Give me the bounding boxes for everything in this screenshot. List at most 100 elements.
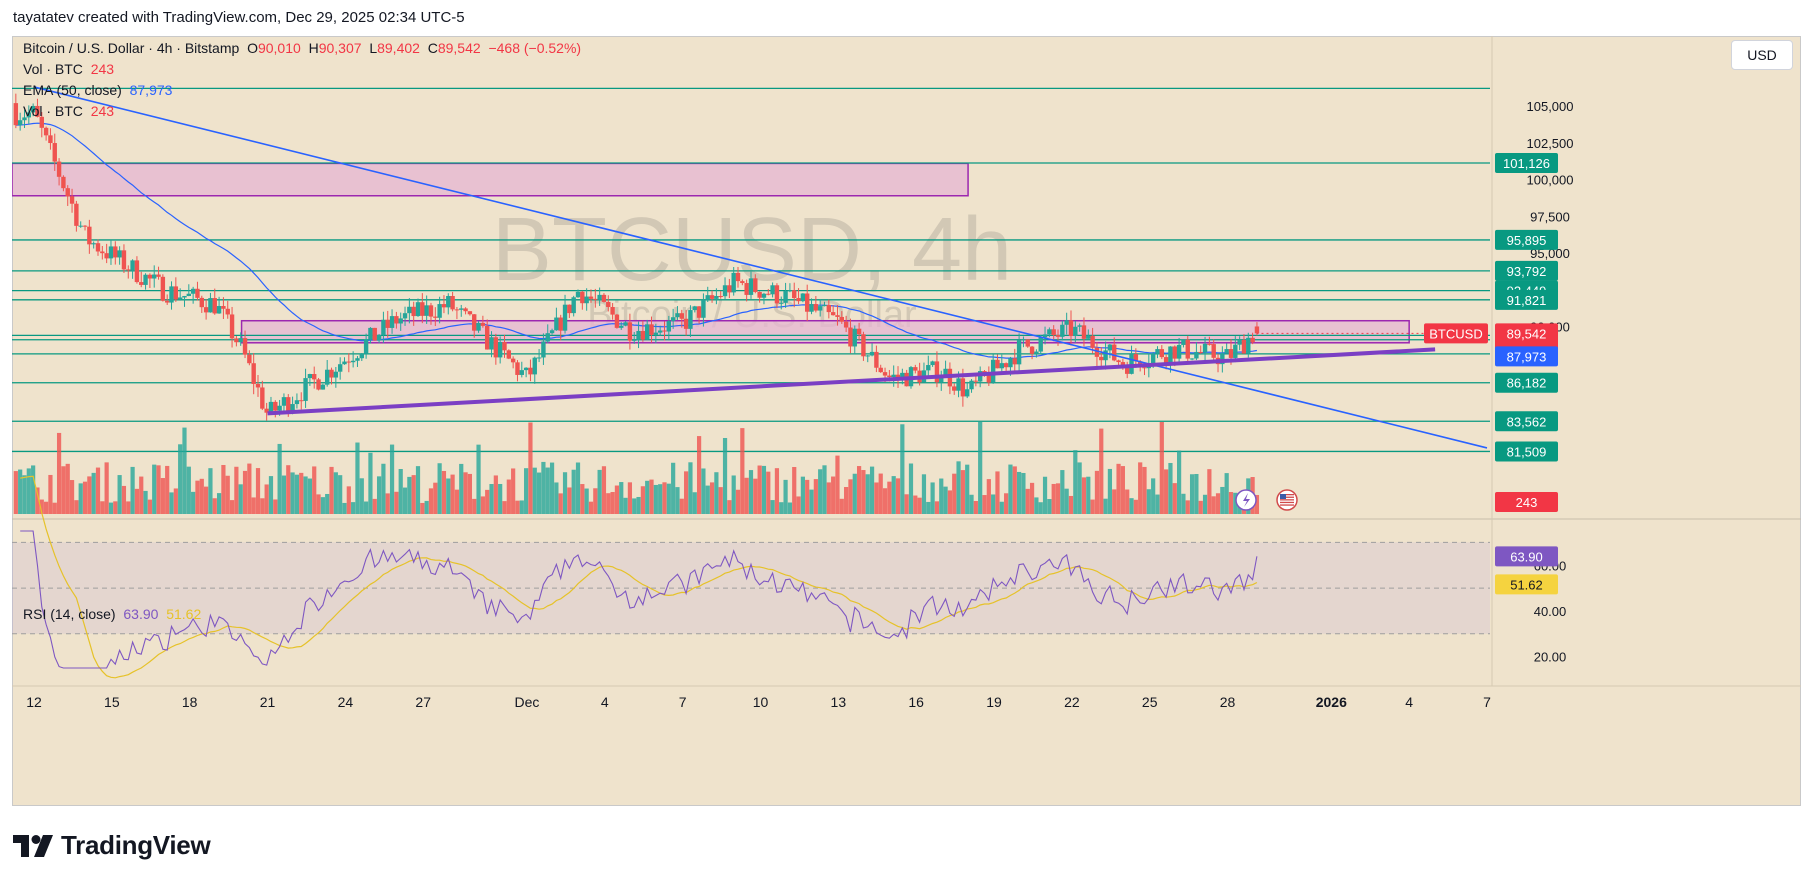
legend-symbol: Bitcoin / U.S. Dollar · 4h · Bitstamp [23, 40, 240, 56]
candle-body [203, 307, 209, 313]
volume-bar [528, 422, 533, 514]
candle-body [454, 309, 460, 311]
rsi-value-tag [1495, 546, 1558, 567]
volume-bar [173, 488, 178, 514]
volume-bar [65, 463, 70, 514]
volume-bar [169, 492, 174, 514]
volume-bar [848, 479, 853, 514]
candle-body [234, 338, 239, 343]
candle-body [208, 298, 213, 313]
candle-body [56, 161, 62, 177]
time-tick-label: 28 [1220, 694, 1236, 710]
volume-bar [1081, 477, 1087, 514]
candle-body [95, 243, 101, 252]
volume-bar [606, 493, 611, 514]
candle-body [450, 296, 455, 310]
candle-body [389, 316, 395, 328]
volume-bar [684, 471, 689, 514]
volume-bar [247, 463, 252, 514]
volume-bar [822, 465, 827, 514]
candle-body [346, 361, 352, 363]
currency-button[interactable]: USD [1731, 40, 1793, 70]
level-price-tag-text: 83,562 [1507, 414, 1547, 429]
time-tick-label: 2026 [1316, 694, 1347, 710]
candle-body [696, 306, 702, 318]
candle-body [969, 380, 974, 390]
volume-bar [671, 462, 676, 514]
candle-body [601, 294, 607, 302]
volume-bar [87, 476, 92, 514]
candle-body [1008, 358, 1013, 368]
candle-body [748, 278, 754, 295]
volume-bar [826, 482, 831, 514]
volume-bar [1168, 462, 1173, 514]
volume-bar [61, 466, 66, 514]
candle-body [722, 285, 728, 297]
volume-bar [1068, 495, 1074, 514]
volume-bar [900, 424, 905, 514]
volume-bar [1181, 493, 1186, 514]
candle-body [497, 342, 503, 358]
volume-bar [368, 452, 373, 514]
volume-bar [740, 428, 745, 514]
candle-body [731, 272, 736, 293]
candle-body [554, 317, 559, 331]
candle-body [541, 341, 546, 358]
time-tick-label: 21 [260, 694, 276, 710]
candle-body [705, 295, 710, 300]
volume-bar [865, 474, 870, 514]
time-tick-label: 24 [338, 694, 354, 710]
level-price-tag-text: 81,509 [1507, 444, 1547, 459]
time-tick-label: 18 [182, 694, 198, 710]
candle-body [943, 368, 948, 377]
candle-body [441, 304, 447, 308]
volume-bar [519, 500, 524, 514]
volume-bar [1185, 500, 1190, 514]
volume-bar [389, 444, 395, 514]
volume-bar [978, 422, 983, 514]
ema-price-tag-text: 87,973 [1507, 349, 1547, 364]
candle-body [683, 318, 689, 329]
candle-body [1116, 360, 1121, 363]
candle-body [260, 387, 265, 409]
candle-body [709, 295, 715, 299]
level-price-tag-text: 86,182 [1507, 376, 1547, 391]
volume-bar [182, 427, 187, 514]
candle-body [766, 293, 771, 295]
candle-body [735, 272, 741, 282]
candle-body [809, 304, 814, 312]
candle-body [852, 328, 857, 347]
volume-bar [312, 466, 317, 514]
candle-body [965, 389, 970, 397]
candle-body [1194, 351, 1199, 359]
candle-body [882, 372, 888, 376]
candle-body [670, 317, 676, 322]
candle-body [614, 314, 620, 328]
volume-bar [1189, 474, 1195, 514]
volume-bar [1094, 470, 1100, 514]
candle-body [381, 319, 386, 336]
volume-bar [934, 501, 940, 514]
candle-body [177, 297, 183, 300]
volume-bar [930, 482, 935, 514]
volume-bar [748, 470, 754, 514]
candle-body [17, 120, 23, 126]
volume-bar [511, 468, 516, 514]
candle-body [1189, 358, 1195, 360]
candle-body [588, 296, 594, 299]
candle-body [286, 397, 291, 412]
candle-body [394, 316, 399, 324]
volume-bar [44, 501, 49, 514]
candle-body [939, 376, 944, 383]
candle-body [329, 369, 334, 378]
candle-body [973, 380, 979, 382]
volume-bar [818, 469, 823, 514]
candle-body [1112, 344, 1117, 361]
volume-bar [921, 474, 927, 514]
candle-body [78, 225, 83, 227]
time-tick-label: Dec [515, 694, 540, 710]
volume-bar [593, 488, 598, 514]
volume-bar [1202, 494, 1208, 514]
volume-bar [891, 476, 896, 514]
